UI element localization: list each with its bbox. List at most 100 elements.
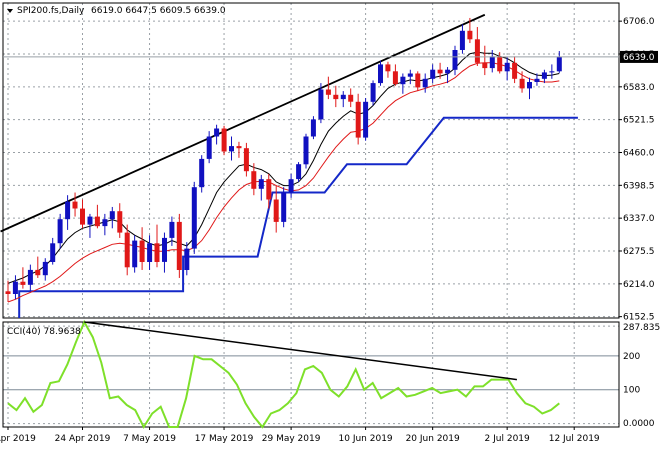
candle-body: [184, 248, 190, 270]
candle-body: [378, 64, 383, 84]
candle-body: [497, 56, 503, 72]
candle-body: [333, 94, 339, 100]
x-tick-label: 10 Jun 2019: [339, 434, 393, 444]
symbol-label: SPI200.fs,Daily: [17, 6, 85, 16]
candle-body: [199, 158, 205, 188]
candle-body: [310, 119, 316, 137]
candle-body: [281, 192, 287, 222]
candle-body: [340, 94, 346, 100]
candle-body: [385, 64, 391, 72]
candle-body: [109, 211, 115, 220]
y-tick-label: 6337.0: [623, 214, 655, 224]
cci-trend-line: [84, 321, 517, 381]
price-layer: [0, 13, 619, 318]
candle-body: [5, 291, 11, 294]
grid-lines: [3, 3, 619, 427]
candle-body: [318, 89, 324, 120]
candle-body: [296, 164, 302, 180]
candle-body: [20, 281, 26, 285]
candle-body: [400, 76, 406, 85]
y-tick-label: 6460.0: [623, 148, 655, 158]
candle-body: [452, 50, 458, 70]
ohlc-label: 6619.0 6647.5 6609.5 6639.0: [91, 6, 226, 16]
cci-tick-label: 200: [623, 352, 640, 362]
candle-body: [12, 281, 18, 294]
cci-tick-label: 100: [623, 386, 640, 396]
cci-label: CCI(40) 78.9638: [7, 327, 81, 337]
candle-body: [132, 240, 138, 268]
candle-body: [236, 146, 242, 149]
candle-body: [549, 71, 555, 73]
candle-body: [169, 221, 175, 238]
indicator-panel-frame: [2, 321, 620, 428]
candle-body: [258, 179, 264, 189]
candle-body: [325, 89, 331, 95]
candle-body: [176, 221, 182, 270]
candle-body: [27, 269, 33, 285]
candle-body: [57, 219, 63, 244]
cci-layer: [7, 319, 560, 430]
candle-body: [147, 243, 153, 262]
candle-body: [65, 201, 71, 220]
price-trend-line: [0, 13, 486, 233]
candle-body: [191, 187, 197, 249]
y-tick-label: 6214.0: [623, 280, 655, 290]
candle-body: [556, 56, 562, 72]
cci-tick-label: 287.8357: [623, 323, 660, 333]
candle-body: [117, 211, 123, 233]
y-tick-label: 6521.5: [623, 116, 655, 126]
candle-body: [266, 179, 272, 200]
candle-body: [139, 240, 145, 262]
candle-body: [42, 261, 48, 276]
cci-line: [7, 319, 560, 430]
candle-body: [415, 73, 421, 88]
candle-body: [154, 243, 160, 262]
triangle-down-icon[interactable]: [7, 9, 13, 13]
candle-body: [504, 62, 510, 72]
y-tick-label: 6275.5: [623, 247, 655, 257]
x-tick-label: 7 May 2019: [123, 434, 176, 444]
candle-body: [437, 69, 443, 74]
candle-body: [50, 243, 56, 262]
y-tick-label: 6398.5: [623, 181, 655, 191]
axis-layer: 10 Apr 2019 24 Apr 2019 7 May 2019 17 May 2…: [0, 17, 660, 444]
candle-body: [206, 136, 212, 159]
candle-body: [527, 82, 532, 89]
candle-body: [392, 71, 398, 85]
candle-body: [467, 30, 473, 40]
candle-body: [80, 208, 85, 225]
x-tick-label: 20 Jun 2019: [406, 434, 460, 444]
candle-body: [35, 269, 41, 276]
candle-body: [243, 148, 249, 172]
y-tick-label: 6706.0: [623, 17, 655, 27]
cci-tick-label: 0.0000: [623, 419, 655, 429]
candle-body: [102, 219, 108, 227]
x-tick-label: 2 Jul 2019: [485, 434, 530, 444]
candle-body: [512, 62, 518, 79]
candle-body: [214, 128, 220, 137]
candle-body: [87, 216, 93, 225]
candle-body: [288, 179, 294, 193]
candle-body: [94, 216, 100, 227]
candle-body: [229, 146, 234, 152]
candle-body: [124, 232, 130, 268]
candle-body: [370, 83, 376, 102]
candle-body: [445, 69, 451, 74]
candle-body: [474, 39, 480, 63]
x-tick-label: 24 Apr 2019: [55, 434, 111, 444]
y-tick-label: 6583.0: [623, 83, 655, 93]
candle-body: [534, 78, 540, 82]
y-tick-label: 6152.5: [623, 313, 655, 323]
candle-body: [162, 237, 167, 262]
candle-body: [273, 199, 279, 222]
candle-body: [407, 73, 413, 77]
candle-body: [459, 30, 465, 50]
candle-body: [303, 136, 309, 165]
chart-header: SPI200.fs,Daily 6619.0 6647.5 6609.5 663…: [7, 6, 226, 16]
x-tick-label: 12 Jul 2019: [549, 434, 600, 444]
candle-body: [519, 78, 525, 89]
price-panel-frame: [2, 2, 620, 319]
candle-body: [363, 101, 369, 138]
